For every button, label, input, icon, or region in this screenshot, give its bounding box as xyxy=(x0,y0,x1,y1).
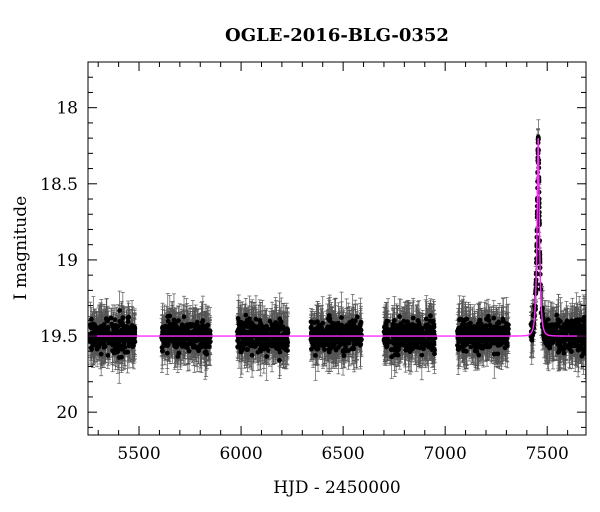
chart-title: OGLE-2016-BLG-0352 xyxy=(225,25,449,46)
plot-area xyxy=(88,119,586,384)
